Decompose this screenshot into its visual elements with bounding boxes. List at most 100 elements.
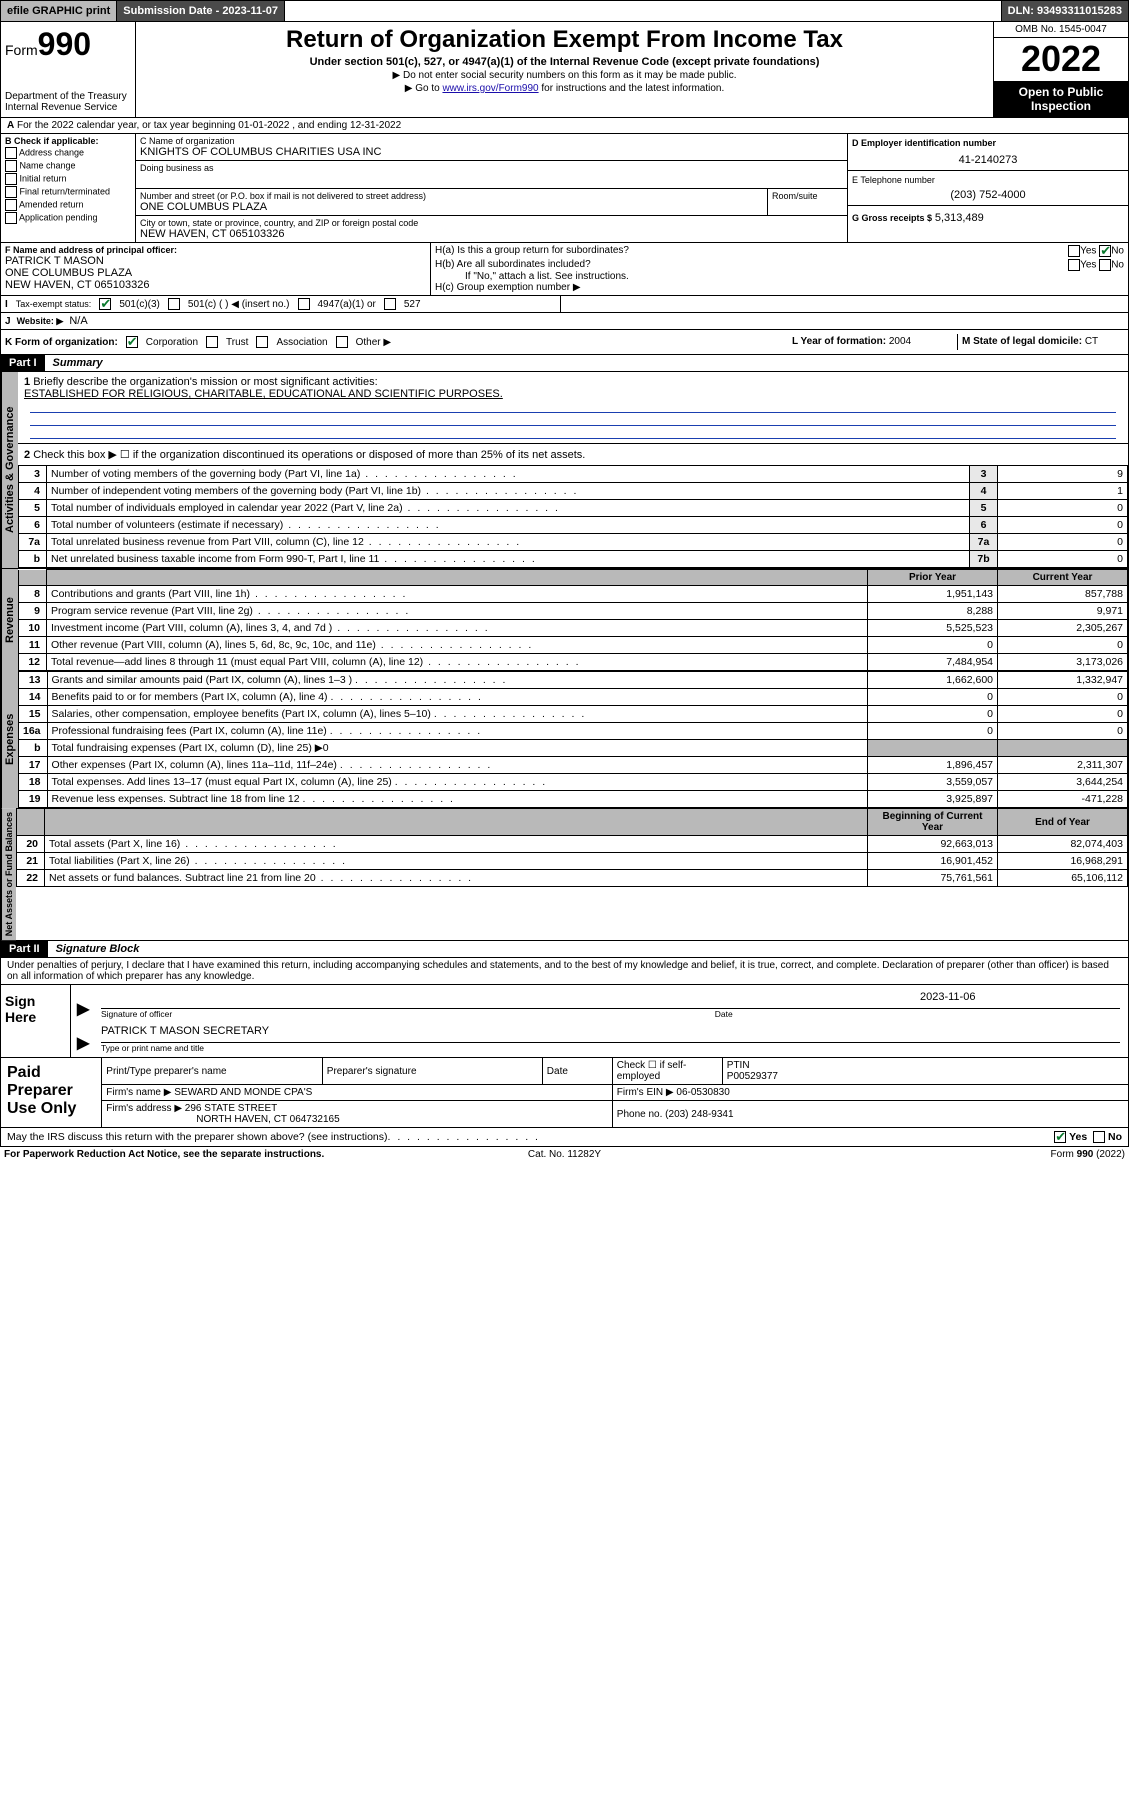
ein: 41-2140273 [852,154,1124,166]
website: N/A [69,315,87,327]
gross-receipts: 5,313,489 [935,212,984,224]
box-b-item[interactable]: Final return/terminated [5,186,131,198]
box-b: B Check if applicable: Address change Na… [1,134,136,242]
line-val: 1 [998,483,1128,500]
curr-val: 0 [998,706,1128,723]
irs-link[interactable]: www.irs.gov/Form990 [442,83,538,94]
submission-date-label: Submission Date - 2023-11-07 [117,1,285,21]
section-expenses: Expenses 13 Grants and similar amounts p… [0,671,1129,808]
side-netassets: Net Assets or Fund Balances [1,808,16,940]
prior-val: 0 [868,723,998,740]
boy-val: 92,663,013 [868,836,998,853]
501c3-checkbox[interactable] [99,298,111,310]
sig-officer-line: 2023-11-06 [101,991,1120,1009]
box-i-label: Tax-exempt status: [16,299,92,309]
line-text: Benefits paid to or for members (Part IX… [47,689,867,706]
box-b-item[interactable]: Amended return [5,199,131,211]
ha-no-checkbox[interactable] [1099,245,1111,257]
corp-checkbox[interactable] [126,336,138,348]
form-id-block: Form990 Department of the Treasury Inter… [1,22,136,117]
prior-val: 0 [868,706,998,723]
box-b-item[interactable]: Initial return [5,173,131,185]
discuss-yes-checkbox[interactable] [1054,1131,1066,1143]
discuss-no-checkbox[interactable] [1093,1131,1105,1143]
prep-label: Paid Preparer Use Only [1,1058,102,1127]
jurat: Under penalties of perjury, I declare th… [0,958,1129,985]
box-j: J Website: ▶ N/A [1,313,1128,329]
line-no: 12 [19,654,47,671]
hb-no-checkbox[interactable] [1099,259,1111,271]
row-fh: F Name and address of principal officer:… [0,243,1129,296]
curr-val: 2,305,267 [998,620,1128,637]
box-d-label: D Employer identification number [852,138,1124,148]
form-990: 990 [38,26,91,62]
other-checkbox[interactable] [336,336,348,348]
form-note1: ▶ Do not enter social security numbers o… [144,70,985,81]
signature-block: Sign Here ▶ 2023-11-06 Signature of offi… [0,985,1129,1058]
mission-text: ESTABLISHED FOR RELIGIOUS, CHARITABLE, E… [24,388,503,400]
line-no: 8 [19,586,47,603]
box-b-item[interactable]: Application pending [5,212,131,224]
box-h: H(a) Is this a group return for subordin… [431,243,1128,295]
curr-val: 3,644,254 [998,774,1128,791]
line-no: 9 [19,603,47,620]
side-expenses: Expenses [1,671,18,808]
submission-date-spacer [285,1,1002,21]
omb-number: OMB No. 1545-0047 [994,22,1128,38]
curr-val [998,740,1128,757]
501c-checkbox[interactable] [168,298,180,310]
line-no: b [19,551,47,568]
box-j-label: Website: ▶ [17,316,64,327]
prior-val: 0 [868,689,998,706]
footer-right: Form 990 (2022) [751,1149,1125,1160]
line-text: Other revenue (Part VIII, column (A), li… [47,637,868,654]
527-checkbox[interactable] [384,298,396,310]
box-b-item[interactable]: Address change [5,147,131,159]
line-val: 0 [998,534,1128,551]
assoc-checkbox[interactable] [256,336,268,348]
line-no: 17 [19,757,48,774]
sig-name-caption: Type or print name and title [101,1043,1120,1053]
trust-checkbox[interactable] [206,336,218,348]
line-text: Other expenses (Part IX, column (A), lin… [47,757,867,774]
arrow-icon: ▶ [77,1033,89,1053]
line-no: 10 [19,620,47,637]
footer: For Paperwork Reduction Act Notice, see … [0,1147,1129,1162]
line-text: Total fundraising expenses (Part IX, col… [47,740,867,757]
prep-table: Print/Type preparer's name Preparer's si… [102,1058,1128,1127]
hb-yes-checkbox[interactable] [1068,259,1080,271]
box-f-label: F Name and address of principal officer: [5,245,426,255]
box-b-item[interactable]: Name change [5,160,131,172]
form-year-block: OMB No. 1545-0047 2022 Open to Public In… [993,22,1128,117]
prep-check: Check ☐ if self-employed [612,1058,722,1085]
prior-val: 5,525,523 [868,620,998,637]
line-a-text: For the 2022 calendar year, or tax year … [17,120,401,131]
prior-val: 8,288 [868,603,998,620]
line-text: Program service revenue (Part VIII, line… [47,603,868,620]
sig-date: 2023-11-06 [920,991,1120,1008]
curr-val: 0 [998,689,1128,706]
eoy-val: 82,074,403 [998,836,1128,853]
domicile: CT [1085,336,1098,347]
line-no: 3 [19,466,47,483]
addr-label: Number and street (or P.O. box if mail i… [140,191,763,201]
revenue-table: Prior YearCurrent Year8 Contributions an… [18,569,1128,671]
form-title-block: Return of Organization Exempt From Incom… [136,22,993,117]
sig-name-line: PATRICK T MASON SECRETARY [101,1025,1120,1043]
ha-yes-checkbox[interactable] [1068,245,1080,257]
eoy-val: 65,106,112 [998,870,1128,887]
curr-val: 9,971 [998,603,1128,620]
firm-ein: 06-0530830 [676,1087,729,1098]
section-revenue: Revenue Prior YearCurrent Year8 Contribu… [0,568,1129,671]
arrow-icon: ▶ [77,999,89,1019]
line-no: 6 [19,517,47,534]
prior-val: 7,484,954 [868,654,998,671]
part2-title: Signature Block [48,941,148,957]
curr-val: 1,332,947 [998,672,1128,689]
officer-addr2: NEW HAVEN, CT 065103326 [5,279,426,291]
4947-checkbox[interactable] [298,298,310,310]
part1-label: Part I [1,355,45,371]
row-j: J Website: ▶ N/A [0,313,1129,330]
row-ij: I Tax-exempt status: 501(c)(3) 501(c) ( … [0,296,1129,313]
firm-addr1: 296 STATE STREET [185,1103,277,1114]
